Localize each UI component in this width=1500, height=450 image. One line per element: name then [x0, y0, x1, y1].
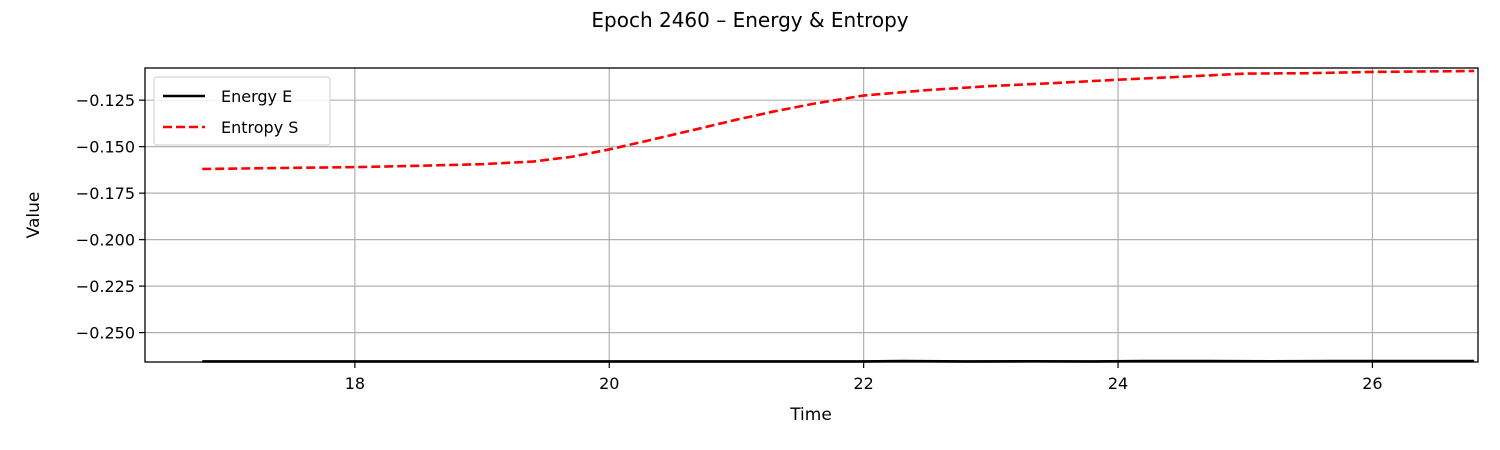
x-tick-label: 22: [853, 374, 873, 393]
x-tick-label: 18: [345, 374, 365, 393]
x-axis-label: Time: [789, 405, 832, 425]
series-layer: [202, 69, 1475, 363]
y-tick-label: −0.200: [76, 231, 135, 250]
x-tick-label: 26: [1362, 374, 1382, 393]
x-tick-label: 20: [599, 374, 619, 393]
legend-label: Entropy S: [221, 118, 298, 137]
chart-title: Epoch 2460 – Energy & Entropy: [591, 8, 908, 32]
grid: [145, 68, 1478, 362]
series-line-entropy-s: [202, 69, 1475, 171]
plot-frame: [144, 67, 1479, 363]
legend: Energy E Entropy S: [153, 76, 331, 146]
y-axis-label: Value: [24, 192, 44, 239]
x-tick-label: 24: [1108, 374, 1128, 393]
y-tick-label: −0.150: [76, 138, 135, 157]
y-tick-label: −0.125: [76, 91, 135, 110]
ticks: 18 20 22 24 26 −0.250 −0.225 −0.200 −0.175 −0.150…: [76, 91, 1383, 393]
y-tick-label: −0.225: [76, 277, 135, 296]
legend-label: Energy E: [221, 87, 292, 106]
y-tick-label: −0.175: [76, 184, 135, 203]
y-tick-label: −0.250: [76, 324, 135, 343]
